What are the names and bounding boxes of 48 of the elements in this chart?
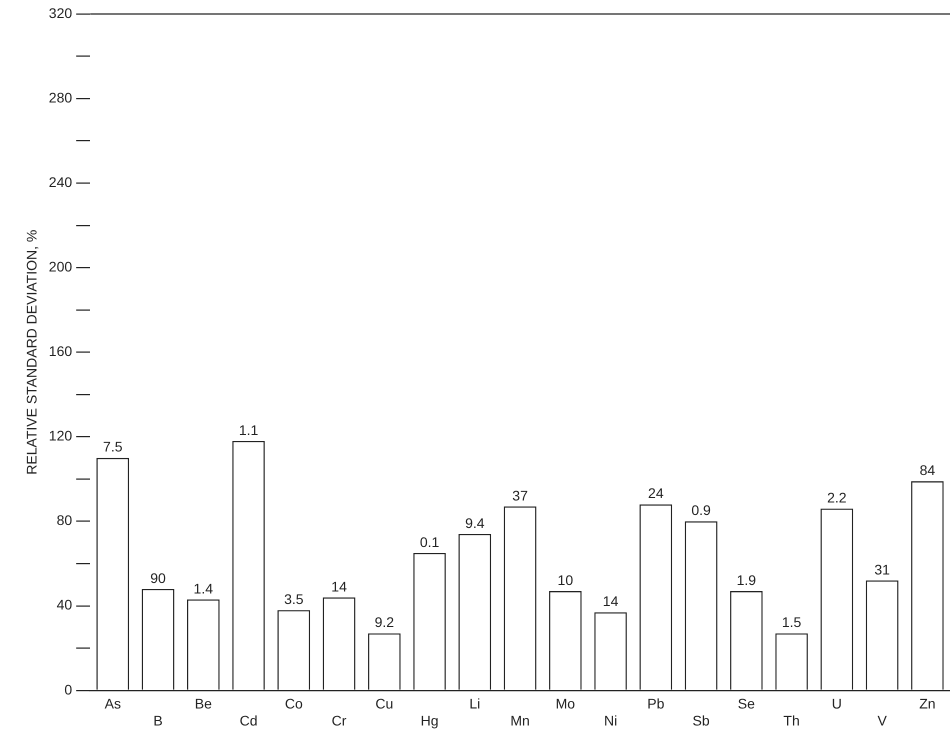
y-tick-label: 40: [56, 596, 72, 613]
y-tick-label: 320: [48, 4, 72, 21]
x-tick-label: Cr: [332, 712, 347, 728]
x-tick-label: Se: [738, 696, 756, 712]
y-tick-label: 80: [56, 512, 72, 528]
annotation: 0.9: [691, 502, 712, 518]
y-axis-title: RELATIVE STANDARD DEVIATION, %: [23, 230, 40, 475]
x-tick-label: Mo: [556, 696, 576, 712]
annotation: 9.2: [374, 614, 394, 630]
x-tick-label: As: [104, 696, 121, 712]
annotation: 37: [512, 487, 528, 504]
y-tick-label: 200: [48, 258, 72, 275]
annotation: 1.1: [238, 422, 258, 438]
x-tick-label: Cd: [240, 712, 258, 728]
annotation: 10: [558, 572, 574, 588]
x-tick-label: Th: [783, 712, 800, 728]
annotation: 31: [874, 561, 890, 578]
annotation: 1.5: [782, 614, 802, 630]
annotation: 2.2: [827, 489, 847, 506]
annotation: 1.9: [736, 572, 756, 588]
y-tick-label: 120: [48, 428, 72, 444]
annotation: 14: [331, 578, 348, 594]
x-tick-label: Be: [194, 696, 212, 712]
x-tick-label: Mn: [510, 712, 530, 728]
x-tick-label: Li: [469, 696, 480, 712]
x-tick-label: V: [877, 712, 888, 728]
annotation: 7.5: [103, 438, 123, 455]
annotation: 90: [150, 570, 166, 586]
x-tick-label: Zn: [919, 696, 936, 712]
x-tick-label: U: [832, 696, 842, 712]
x-tick-label: Pb: [647, 696, 665, 712]
annotation: 14: [602, 593, 619, 610]
x-tick-label: B: [153, 712, 163, 728]
y-tick-label: 0: [64, 681, 72, 698]
annotation: 24: [648, 485, 664, 502]
y-tick-label: 280: [48, 89, 72, 106]
x-tick-label: Cu: [375, 696, 394, 712]
x-tick-label: Co: [284, 696, 303, 712]
annotation: 1.4: [194, 580, 214, 596]
annotation: 84: [920, 462, 936, 478]
annotation: 9.4: [465, 514, 485, 531]
annotation: 0.1: [420, 534, 440, 550]
y-tick-label: 240: [48, 174, 72, 190]
x-tick-label: Hg: [420, 712, 439, 728]
x-tick-label: Sb: [692, 712, 710, 728]
x-tick-label: Ni: [604, 712, 618, 728]
y-tick-label: 160: [48, 343, 72, 360]
annotation: 3.5: [284, 590, 304, 607]
